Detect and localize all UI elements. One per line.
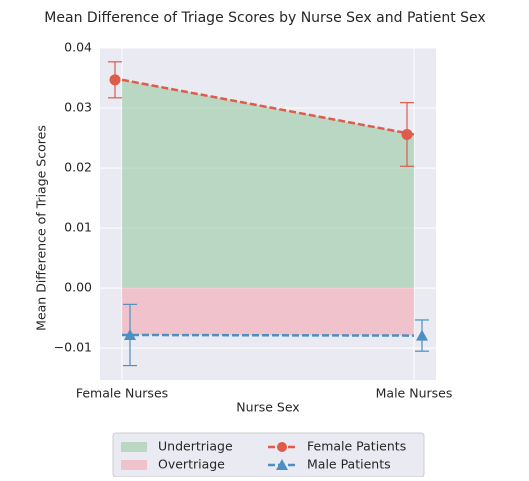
y-tick-label: 0.04 <box>64 40 92 55</box>
y-tick-label: 0.03 <box>64 100 92 115</box>
legend-marker <box>277 442 287 452</box>
area <box>122 79 414 289</box>
y-axis-label: Mean Difference of Triage Scores <box>34 125 49 331</box>
x-tick-label: Female Nurses <box>76 386 168 401</box>
marker <box>416 329 428 341</box>
x-tick-label: Male Nurses <box>376 386 453 401</box>
y-tick-label: 0.02 <box>64 160 92 175</box>
area <box>122 288 414 336</box>
legend-label: Male Patients <box>307 457 391 472</box>
marker <box>401 128 413 140</box>
legend-label: Overtriage <box>158 457 225 472</box>
x-axis-label: Nurse Sex <box>236 400 299 415</box>
legend-marker <box>276 459 288 470</box>
y-tick-label: −0.01 <box>54 340 92 355</box>
y-tick-label: 0.01 <box>64 220 92 235</box>
legend-swatch <box>121 460 147 470</box>
marker <box>109 74 121 86</box>
line <box>121 333 415 337</box>
legend-label: Female Patients <box>307 439 406 454</box>
legend-label: Undertriage <box>158 439 233 454</box>
y-tick-label: 0.00 <box>64 280 92 295</box>
legend-swatch <box>121 442 147 452</box>
marker <box>124 328 136 340</box>
chart-title: Mean Difference of Triage Scores by Nurs… <box>44 10 485 26</box>
